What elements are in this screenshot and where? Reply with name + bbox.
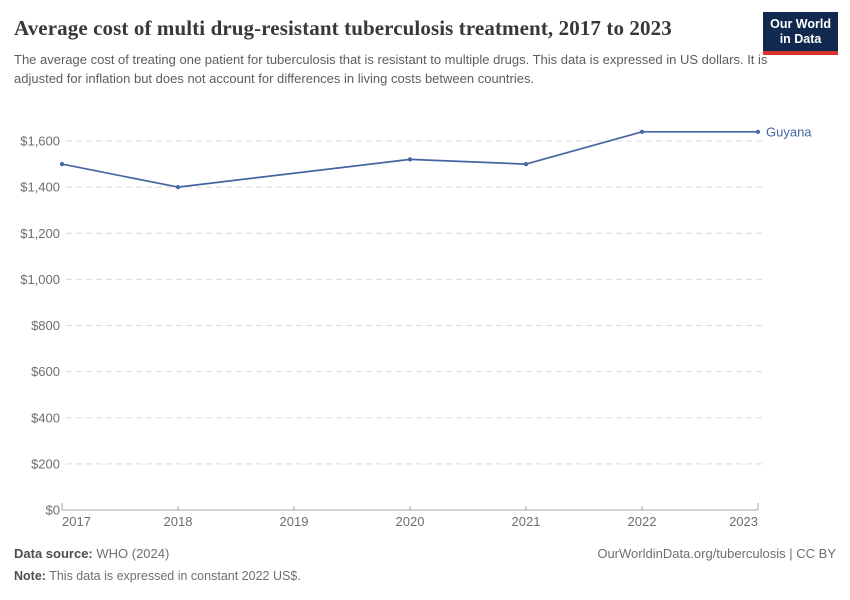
y-tick-label: $800	[31, 318, 60, 333]
note-label: Note:	[14, 569, 46, 583]
y-tick-label: $1,400	[20, 180, 60, 195]
logo-line2: in Data	[779, 32, 822, 46]
data-source-label: Data source:	[14, 546, 93, 561]
y-tick-label: $1,200	[20, 226, 60, 241]
chart-subtitle: The average cost of treating one patient…	[14, 52, 768, 86]
data-point[interactable]	[639, 129, 645, 134]
chart-header: Average cost of multi drug-resistant tub…	[14, 14, 770, 88]
series-label[interactable]: Guyana	[766, 124, 812, 139]
y-tick-label: $1,000	[20, 272, 60, 287]
y-tick-label: $600	[31, 364, 60, 379]
y-tick-label: $0	[46, 503, 60, 518]
attribution-link[interactable]: OurWorldinData.org/tuberculosis | CC BY	[597, 546, 836, 561]
x-tick-label: 2020	[396, 514, 425, 529]
data-point[interactable]	[755, 129, 761, 134]
y-tick-label: $1,600	[20, 134, 60, 149]
owid-logo[interactable]: Our World in Data	[763, 12, 838, 55]
note: Note: This data is expressed in constant…	[14, 568, 836, 585]
data-point[interactable]	[59, 162, 65, 167]
chart-title: Average cost of multi drug-resistant tub…	[14, 16, 672, 40]
chart-footer: Data source: WHO (2024) OurWorldinData.o…	[14, 545, 836, 585]
data-source-value: WHO (2024)	[92, 546, 170, 561]
y-tick-label: $200	[31, 456, 60, 471]
data-point[interactable]	[523, 162, 529, 167]
x-tick-label: 2021	[512, 514, 541, 529]
data-point[interactable]	[407, 157, 413, 162]
x-tick-label: 2019	[280, 514, 309, 529]
note-value: This data is expressed in constant 2022 …	[45, 569, 301, 583]
y-tick-label: $400	[31, 410, 60, 425]
data-point[interactable]	[175, 185, 181, 190]
logo-line1: Our World	[770, 17, 831, 31]
x-tick-label: 2017	[62, 514, 91, 529]
data-line[interactable]	[61, 130, 759, 188]
x-tick-label: 2022	[628, 514, 657, 529]
data-source: Data source: WHO (2024)	[14, 545, 169, 562]
x-tick-label: 2018	[164, 514, 193, 529]
x-tick-label: 2023	[729, 514, 758, 529]
